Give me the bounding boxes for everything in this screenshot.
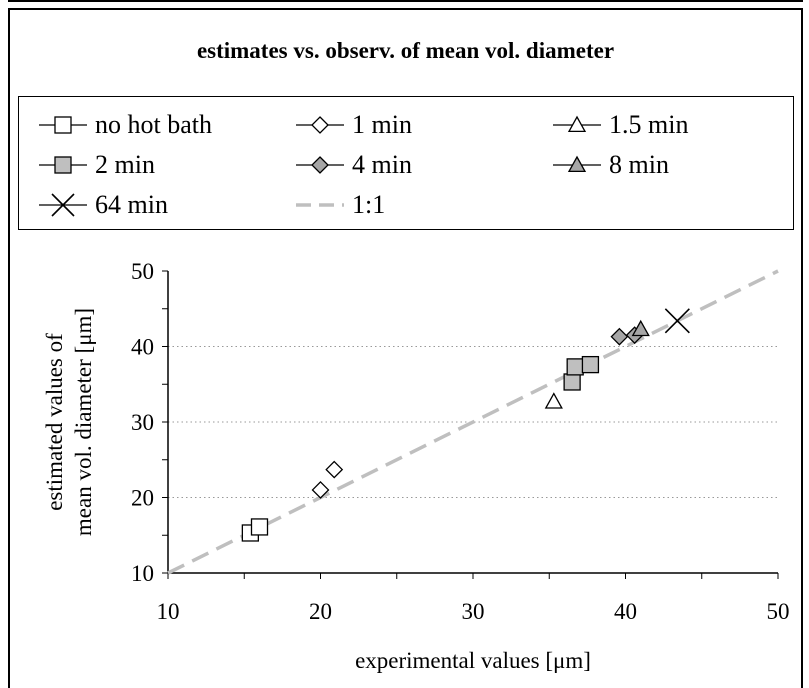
legend-label: no hot bath [95, 110, 212, 139]
x-tick-label: 20 [309, 599, 332, 624]
legend-label: 64 min [95, 190, 168, 219]
legend-swatch-64-min [39, 193, 87, 217]
y-tick-label: 50 [131, 259, 154, 284]
y-tick-label: 20 [131, 486, 154, 511]
y-tick-label: 40 [131, 335, 154, 360]
data-point-3 [581, 355, 600, 374]
legend-item-64-min: 64 min [37, 185, 168, 225]
y-tick-label: 10 [131, 561, 154, 586]
data-point-0 [250, 518, 269, 536]
legend-item-no-hot-bath: no hot bath [37, 105, 212, 145]
x-tick-label: 40 [614, 599, 637, 624]
x-axis-label: experimental values [μm] [355, 648, 591, 673]
y-axis-label-line-1: estimated values of [42, 333, 67, 511]
data-point-1 [325, 460, 344, 479]
legend-marker [51, 193, 75, 217]
legend-marker [54, 116, 72, 134]
data-point-3 [563, 373, 581, 391]
legend-item-1-1: 1:1 [294, 185, 385, 225]
legend-swatch-4-min [296, 156, 344, 174]
legend-swatch-no-hot-bath [39, 116, 87, 134]
legend: no hot bath 1 min 1.5 min 2 min 4 min 8 … [18, 96, 794, 230]
legend-item-1-min: 1 min [294, 105, 412, 145]
data-point-2 [544, 392, 563, 409]
x-tick-label: 30 [462, 599, 485, 624]
legend-marker [54, 156, 72, 174]
x-tick-label: 50 [767, 599, 790, 624]
legend-label: 1:1 [352, 190, 386, 219]
x-tick-label: 10 [157, 599, 180, 624]
data-point-3 [566, 358, 584, 376]
legend-item-4-min: 4 min [294, 145, 412, 185]
data-point-5 [631, 319, 650, 337]
legend-item-2-min: 2 min [37, 145, 155, 185]
legend-marker [311, 116, 329, 134]
legend-label: 8 min [609, 150, 669, 179]
legend-swatch-1-min [296, 116, 344, 134]
legend-label: 2 min [95, 150, 155, 179]
legend-marker [567, 115, 587, 133]
legend-swatch-1-1 [296, 203, 344, 207]
y-axis-label-line-2: mean vol. diameter [μm] [71, 307, 96, 537]
chart-frame [8, 8, 803, 688]
legend-marker [311, 156, 329, 174]
legend-item-1-5-min: 1.5 min [551, 105, 688, 145]
data-point-6 [664, 308, 690, 334]
top-border [8, 0, 803, 2]
legend-swatch-2-min [39, 156, 87, 174]
legend-label: 4 min [352, 150, 412, 179]
legend-label: 1.5 min [609, 110, 689, 139]
y-tick-label: 30 [131, 410, 154, 435]
legend-swatch-1-5-min [553, 115, 601, 133]
legend-swatch-8-min [553, 155, 601, 173]
legend-marker [567, 155, 587, 173]
legend-item-8-min: 8 min [551, 145, 669, 185]
data-point-4 [610, 327, 629, 346]
data-point-1 [311, 481, 330, 499]
legend-label: 1 min [352, 110, 412, 139]
chart-title: estimates vs. observ. of mean vol. diame… [196, 38, 615, 63]
